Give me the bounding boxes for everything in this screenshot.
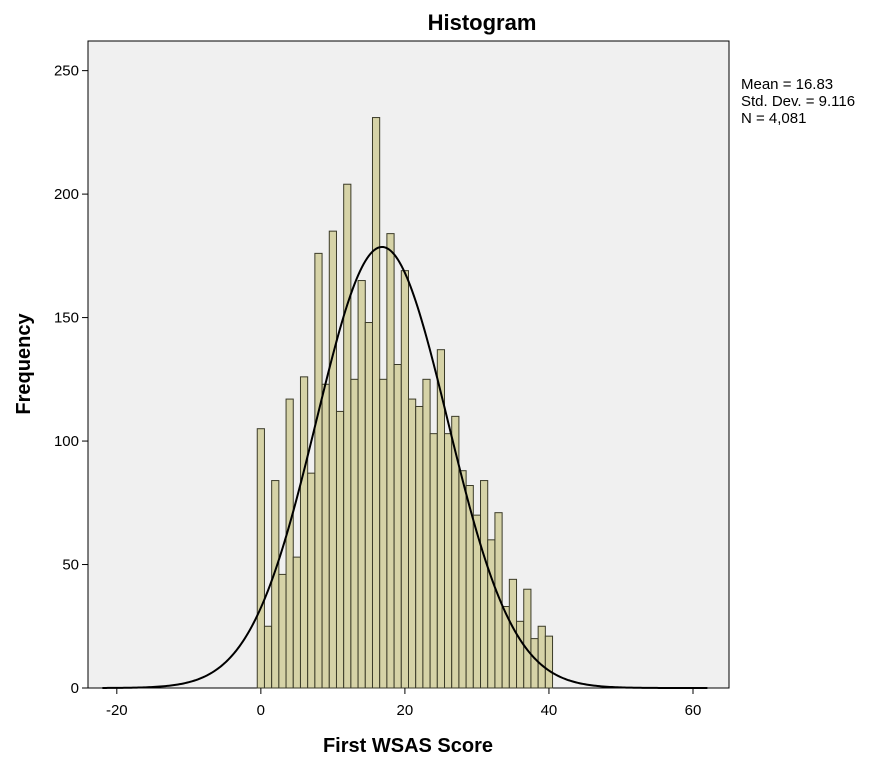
- x-axis: -20 0 20 40 60: [106, 688, 701, 719]
- histogram-bar-8: [314, 252, 323, 689]
- chart-title: Histogram: [428, 10, 537, 35]
- histogram-bar-39: [537, 625, 546, 689]
- y-tick-label: 100: [54, 433, 79, 450]
- stats-n: N = 4,081: [741, 110, 806, 127]
- y-axis: 0 50 100 150 200 250: [54, 63, 88, 697]
- y-tick-label: 250: [54, 63, 79, 80]
- histogram-bar-4: [285, 398, 294, 689]
- x-tick-label: 0: [257, 702, 265, 719]
- normal-curve: [102, 245, 708, 689]
- y-tick-label: 200: [54, 186, 79, 203]
- histogram-bar-16: [371, 117, 381, 689]
- histogram-bar-5: [292, 556, 301, 689]
- stats-mean: Mean = 16.83: [741, 76, 833, 93]
- bars-group: [256, 117, 554, 689]
- histogram-bar-33: [494, 512, 503, 689]
- histogram-bar-10: [328, 230, 337, 689]
- histogram-bar-20: [400, 270, 409, 689]
- x-axis-label: First WSAS Score: [323, 735, 493, 757]
- histogram-bar-21: [408, 398, 417, 689]
- histogram-bar-1: [263, 625, 273, 689]
- histogram-bar-36: [516, 620, 525, 689]
- histogram-bar-22: [415, 405, 424, 689]
- histogram-bar-2: [271, 480, 280, 689]
- stats-box: Mean = 16.83 Std. Dev. = 9.116 N = 4,081: [741, 76, 855, 127]
- histogram-bar-3: [278, 573, 287, 689]
- histogram-bar-7: [307, 472, 316, 689]
- histogram-bar-14: [357, 280, 366, 689]
- histogram-bar-23: [422, 378, 431, 689]
- histogram-bar-32: [487, 539, 496, 689]
- histogram-bar-17: [379, 378, 388, 689]
- x-tick-label: 60: [685, 702, 702, 719]
- histogram-bar-13: [350, 378, 359, 689]
- x-tick-label: 40: [541, 702, 558, 719]
- y-tick-label: 0: [71, 680, 79, 697]
- histogram-bar-37: [523, 588, 532, 689]
- histogram-bar-27: [451, 415, 460, 689]
- histogram-bar-40: [544, 635, 554, 689]
- y-axis-label: Frequency: [13, 313, 35, 415]
- histogram-bar-38: [530, 638, 539, 689]
- histogram-bar-24: [429, 433, 438, 689]
- histogram-bar-6: [299, 376, 309, 689]
- histogram-bar-28: [458, 470, 467, 689]
- histogram-bar-12: [343, 183, 352, 689]
- y-tick-label: 50: [62, 557, 79, 574]
- histogram-bar-26: [444, 433, 453, 689]
- x-tick-label: 20: [397, 702, 414, 719]
- histogram-bar-31: [480, 480, 489, 689]
- histogram-bar-0: [256, 428, 265, 689]
- stats-std-dev: Std. Dev. = 9.116: [741, 93, 855, 110]
- y-tick-label: 150: [54, 310, 79, 327]
- histogram-bar-11: [335, 410, 345, 689]
- histogram-bar-15: [364, 322, 373, 689]
- histogram-bar-9: [321, 383, 330, 689]
- histogram-bar-18: [386, 233, 395, 689]
- x-tick-label: -20: [106, 702, 128, 719]
- histogram-bar-19: [393, 364, 402, 689]
